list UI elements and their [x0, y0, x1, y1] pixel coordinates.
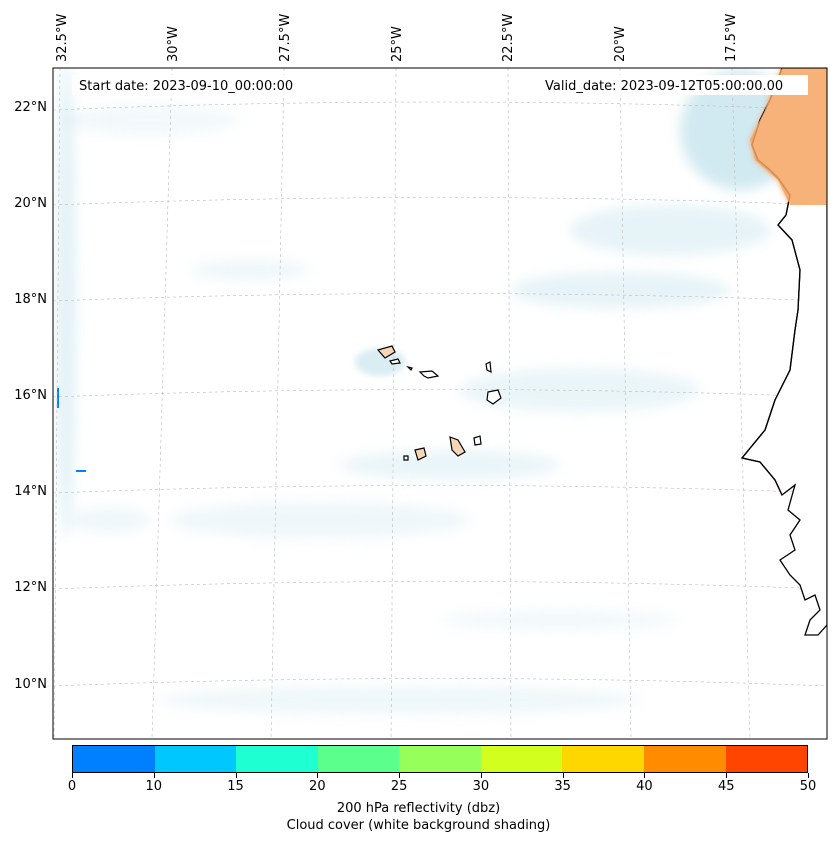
colorbar-sublabel: Cloud cover (white background shading) — [286, 818, 551, 833]
lon-label: 17.5°W — [724, 14, 739, 62]
island-maio — [473, 435, 482, 446]
lat-label: 10°N — [14, 677, 47, 692]
reflectivity-cell — [57, 388, 59, 408]
valid-date-box — [540, 75, 808, 95]
lat-label: 12°N — [14, 580, 47, 595]
island-sao-nicolau — [418, 370, 440, 379]
lon-label: 27.5°W — [278, 14, 293, 62]
island-santo-antao — [376, 345, 396, 359]
colorbar-tick-label: 0 — [67, 779, 77, 794]
colorbar-segment — [725, 746, 808, 772]
colorbar-tick-label: 15 — [227, 779, 244, 794]
colorbar-tick-label: 30 — [472, 779, 490, 794]
colorbar — [72, 745, 808, 773]
colorbar-segment — [399, 746, 481, 772]
colorbar-segment — [154, 746, 237, 772]
lat-label: 16°N — [14, 388, 47, 403]
lon-label: 32.5°W — [55, 14, 70, 62]
valid-date-label: Valid_date: 2023-09-12T05:00:00.00 — [545, 79, 783, 94]
island-sao-vicente — [389, 358, 401, 365]
graticule — [53, 68, 827, 739]
lon-label: 25°W — [390, 26, 405, 62]
lon-label: 30°W — [166, 26, 181, 62]
lat-label: 20°N — [14, 196, 47, 211]
colorbar-tick-label: 25 — [390, 779, 408, 794]
lon-label: 20°W — [613, 26, 628, 62]
colorbar-segment — [73, 746, 155, 772]
island-fogo — [414, 447, 427, 461]
colorbar-tick-label: 10 — [145, 779, 163, 794]
map-area — [53, 68, 827, 739]
colorbar-label: 200 hPa reflectivity (dbz) — [336, 801, 501, 816]
start-date-box — [72, 75, 318, 95]
colorbar-segment — [317, 746, 400, 772]
colorbar-tick-label: 45 — [717, 779, 735, 794]
colorbar-tick-label: 50 — [799, 779, 817, 794]
colorbar-ticks: 0 10 15 20 25 30 35 40 45 50 — [68, 773, 816, 803]
reflectivity-cell — [76, 470, 86, 472]
colorbar-tick-label: 20 — [309, 779, 326, 794]
reflectivity-over-land — [750, 68, 827, 205]
africa-coastline-edge — [740, 68, 827, 496]
colorbar-segment — [480, 746, 563, 772]
island-santa-luzia — [406, 365, 413, 372]
island-brava — [403, 455, 409, 461]
start-date-label: Start date: 2023-09-10_00:00:00 — [79, 79, 293, 94]
island-sal — [485, 361, 492, 374]
island-santiago — [449, 436, 466, 457]
colorbar-segment — [236, 746, 318, 772]
colorbar-tick-label: 35 — [554, 779, 571, 794]
colorbar-segment — [562, 746, 644, 772]
map-border — [52, 67, 828, 740]
lat-label: 14°N — [14, 484, 47, 499]
lat-label: 18°N — [14, 292, 47, 307]
lat-label: 22°N — [14, 100, 47, 115]
colorbar-tick-label: 40 — [636, 779, 653, 794]
cape-verde-islands — [376, 345, 502, 461]
colorbar-segment — [643, 746, 726, 772]
lon-label: 22.5°W — [501, 14, 516, 62]
island-boa-vista — [486, 389, 502, 405]
